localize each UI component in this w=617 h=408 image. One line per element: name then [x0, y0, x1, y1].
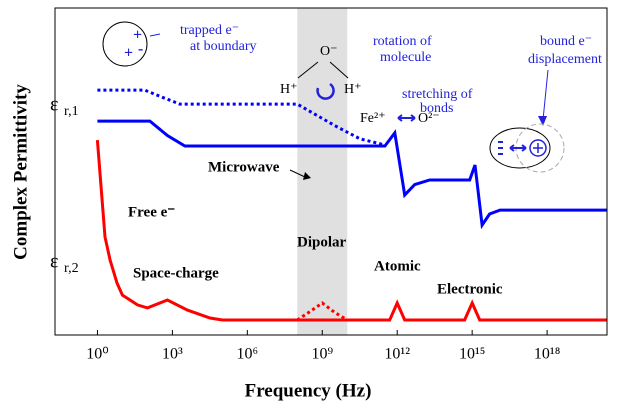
molecule-h: H⁺ [344, 82, 362, 97]
pointer [289, 169, 306, 178]
space-charge-label: Space-charge [133, 265, 219, 281]
molecule-h: H⁺ [280, 82, 298, 97]
nucleus [529, 139, 547, 157]
nucleus-plus [533, 143, 543, 153]
series-line [97, 119, 607, 230]
icon-glyph: + [133, 27, 142, 44]
plot-frame [54, 7, 608, 336]
free-label: Free e⁻ [128, 204, 175, 220]
rotation-label: molecule [380, 50, 431, 65]
bound-label: bound e⁻ [540, 34, 592, 49]
x-tick-label: 10⁶ [237, 346, 259, 363]
rotation-label: rotation of [373, 34, 432, 49]
series-line [296, 301, 349, 322]
bond-fe: Fe²⁺ [360, 111, 386, 126]
displacement-arrow [498, 141, 527, 155]
arrow-head [303, 172, 311, 180]
x-tick-label: 10⁹ [311, 346, 333, 363]
electronic-label: Electronic [437, 281, 503, 297]
trapped-label: at boundary [190, 39, 256, 54]
stretching-label: bonds [420, 101, 453, 116]
y-axis-label: Complex Permittivity [10, 84, 31, 260]
bound-label: displacement [528, 52, 602, 67]
eps1-sub: r,1 [64, 104, 79, 119]
molecule-o: O⁻ [320, 44, 338, 59]
pointer [542, 69, 549, 121]
arrow-head [538, 116, 547, 126]
atomic-label: Atomic [374, 258, 421, 274]
x-tick-label: 10⁰ [86, 346, 108, 363]
eps2-sub: r,2 [64, 261, 79, 276]
microwave-label: Microwave [208, 159, 280, 175]
dipolar-label: Dipolar [297, 234, 347, 250]
stretch-arrow [397, 114, 416, 122]
bond-o: O²⁻ [418, 111, 440, 126]
x-tick-label: 10¹² [384, 346, 410, 363]
boundary-icon [102, 21, 148, 67]
atom-icon [489, 127, 551, 169]
x-tick-label: 10³ [162, 346, 183, 363]
x-tick-label: 10¹⁵ [459, 346, 485, 363]
pointer [149, 33, 161, 37]
x-axis-label: Frequency (Hz) [245, 380, 372, 401]
rotation-arrow [316, 82, 335, 100]
stretching-label: stretching of [402, 87, 473, 102]
icon-glyph: - [138, 41, 143, 58]
series-line [95, 139, 607, 322]
bond-lines [297, 61, 349, 79]
dipolar-band [297, 8, 348, 335]
x-tick-label: 10¹⁸ [534, 346, 560, 363]
series-line [97, 88, 386, 147]
eps2-symbol: ε [50, 251, 58, 273]
trapped-label: trapped e⁻ [180, 23, 239, 38]
eps1-symbol: ε [50, 94, 58, 116]
icon-glyph: + [124, 45, 133, 62]
